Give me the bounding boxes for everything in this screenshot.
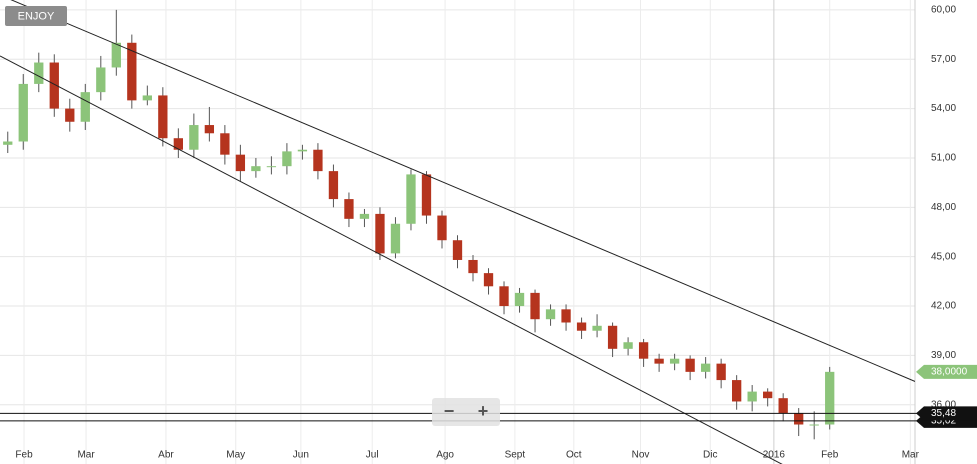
x-tick-label: Oct <box>566 450 582 461</box>
candle-body <box>406 174 416 224</box>
y-tick-label: 48,00 <box>931 202 956 213</box>
candle-body <box>127 42 137 101</box>
y-tick-label: 54,00 <box>931 103 956 114</box>
candle-body <box>344 199 354 219</box>
x-tick-label: Ago <box>436 450 454 461</box>
x-tick-label: 2016 <box>763 450 786 461</box>
candle-body <box>545 309 556 320</box>
candle-body <box>778 398 788 413</box>
candle-body <box>638 342 649 359</box>
y-tick-label: 42,00 <box>931 301 956 312</box>
chart-title: ENJOY <box>18 10 55 22</box>
x-tick-label: Dic <box>703 450 717 461</box>
candle-body <box>825 371 835 425</box>
x-tick-label: Jul <box>366 450 379 461</box>
x-tick-label: Mar <box>902 450 920 461</box>
title-box <box>5 6 67 26</box>
candle-body <box>607 325 618 349</box>
candle-body <box>297 149 308 152</box>
candle-body <box>468 259 478 274</box>
plot-area <box>0 0 915 464</box>
x-tick-label: Mar <box>77 450 95 461</box>
candle-body <box>34 62 44 84</box>
trend-line <box>0 55 783 464</box>
zoom-control[interactable]: − + <box>432 398 500 426</box>
x-tick-label: Feb <box>15 450 33 461</box>
candle-body <box>452 240 463 260</box>
candle-body <box>282 151 292 167</box>
trend-line <box>10 0 915 382</box>
x-tick-label: Jun <box>293 450 309 461</box>
candle-body <box>747 391 757 402</box>
candle-body <box>189 125 199 150</box>
candle-body <box>437 215 447 241</box>
x-tick-label: Abr <box>158 450 174 461</box>
level-tag <box>916 406 977 421</box>
y-tick-label: 60,00 <box>931 5 956 16</box>
candle-body <box>142 95 152 101</box>
candle-body <box>530 292 540 320</box>
candle-body <box>794 412 804 425</box>
x-tick-label: Nov <box>632 450 650 461</box>
candle-body <box>359 213 370 219</box>
candle-body <box>65 108 75 122</box>
candle-body <box>220 133 230 155</box>
zoom-box <box>432 398 500 426</box>
candle-body <box>111 42 121 68</box>
candle-body <box>732 380 742 402</box>
candle-body <box>390 223 401 254</box>
candle-body <box>328 171 339 200</box>
candle-body <box>561 309 571 323</box>
last-price-tag <box>916 364 977 379</box>
axis: 60,00 57,00 54,00 51,00 48,00 45,00 42,00 39,00… <box>15 5 956 461</box>
candle-body <box>173 138 183 150</box>
x-tick-label: May <box>226 450 245 461</box>
candle-body <box>3 141 13 145</box>
y-tick-label: 57,00 <box>931 54 956 65</box>
zoom-out[interactable]: − <box>444 401 455 421</box>
candle-body <box>592 325 602 331</box>
candle-body <box>499 286 509 307</box>
candle-body <box>421 174 432 216</box>
candle-body <box>654 358 664 364</box>
candle-body <box>623 342 633 349</box>
level-label: 35,02 <box>931 416 956 427</box>
candle-body <box>763 391 773 399</box>
y-tick-label: 39,00 <box>931 350 956 361</box>
grid <box>0 0 916 464</box>
last-price-label: 38,0000 <box>931 366 968 377</box>
candle-body <box>669 358 680 364</box>
candle-body <box>716 363 726 381</box>
x-tick-label: Feb <box>821 450 839 461</box>
y-tick-label: 36,00 <box>931 399 956 410</box>
candle-body <box>700 363 711 372</box>
candle-body <box>266 166 277 168</box>
candle-body <box>514 292 525 307</box>
candle-body <box>80 92 90 122</box>
level-label: 35,48 <box>931 408 956 419</box>
y-tick-label: 45,00 <box>931 251 956 262</box>
candle-body <box>809 424 819 426</box>
candle-body <box>158 95 168 139</box>
candle-body <box>685 358 695 372</box>
candle-body <box>96 67 106 93</box>
candle-body <box>483 273 494 287</box>
candle-body <box>18 83 28 142</box>
y-tick-label: 51,00 <box>931 153 956 164</box>
candle-body <box>251 166 261 172</box>
candle-body <box>375 213 385 254</box>
candle-body <box>204 125 215 134</box>
candle-body <box>235 154 246 172</box>
zoom-in[interactable]: + <box>478 401 489 421</box>
x-tick-label: Sept <box>505 450 526 461</box>
candle-body <box>576 322 587 331</box>
candle-body <box>313 149 323 172</box>
candle-body <box>49 62 59 109</box>
